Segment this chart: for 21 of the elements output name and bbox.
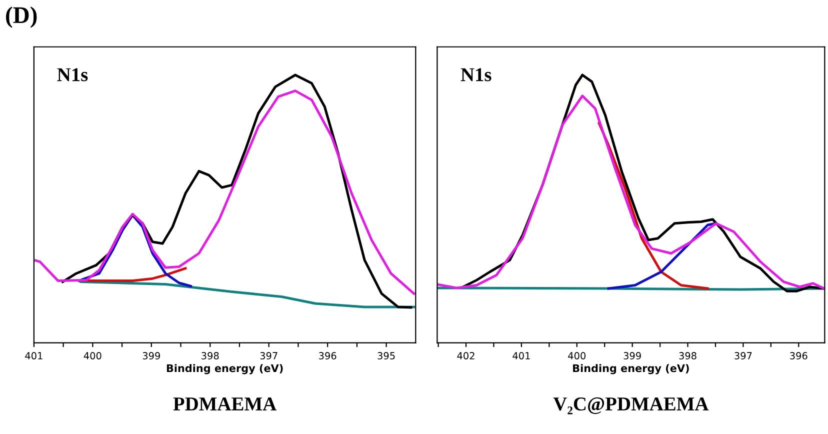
text: V₂C@PDMAEMA [553,397,709,414]
x-axis-title: Binding energy (eV) [573,364,689,374]
x-tick-label: 397 [260,352,278,360]
annotation: N1s [460,68,492,82]
text: PDMAEMA [173,397,276,410]
x-tick-label: 398 [202,352,219,360]
text: (D) [6,6,37,28]
x-tick-label: 399 [142,352,160,360]
x-tick-label: 397 [734,352,752,360]
annotation: N1s [57,68,88,82]
x-tick-label: 399 [624,352,641,360]
x-tick-label: 395 [378,352,395,360]
x-tick-label: 398 [679,352,696,360]
x-tick-label: 401 [512,352,530,360]
x-tick-label: 400 [568,352,586,360]
x-axis-title: Binding energy (eV) [166,364,283,374]
x-tick-label: 402 [457,352,474,360]
x-tick-label: 396 [790,352,808,360]
x-tick-label: 401 [25,352,42,360]
x-tick-label: 396 [319,352,336,360]
x-tick-label: 400 [84,352,102,360]
